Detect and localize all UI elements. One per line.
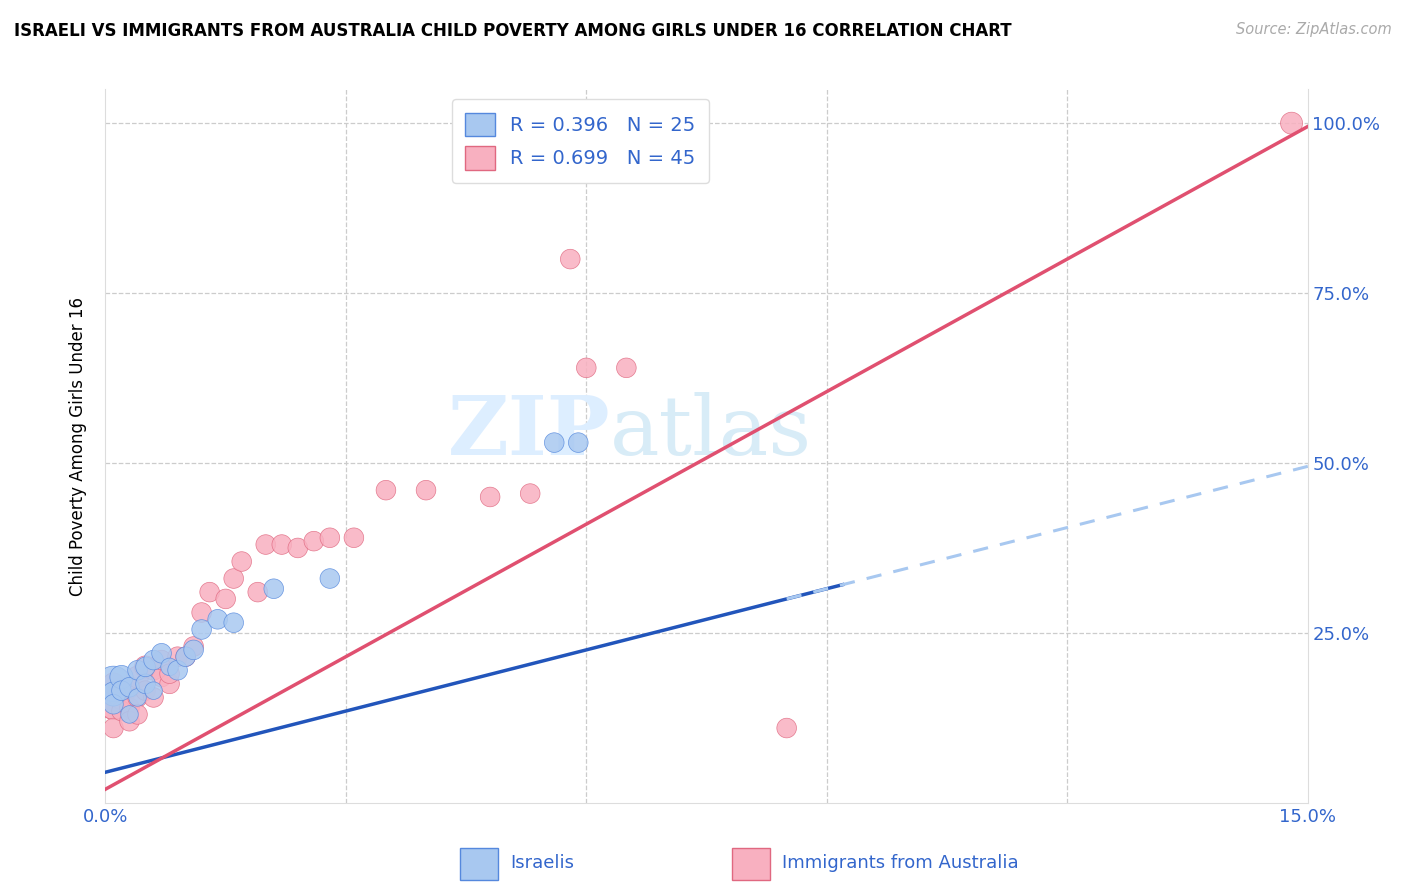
Point (207, 612, 229, 626)
Point (183, 643, 205, 657)
Text: Source: ZipAtlas.com: Source: ZipAtlas.com (1236, 22, 1392, 37)
Point (103, 677, 125, 691)
Point (1281, 116, 1303, 130)
Point (319, 531, 342, 545)
Point (575, 360, 598, 375)
Point (567, 435, 589, 450)
Text: atlas: atlas (610, 392, 813, 472)
Point (142, 683, 165, 698)
Point (319, 572, 342, 586)
Point (118, 714, 141, 729)
Point (159, 660, 181, 674)
FancyBboxPatch shape (733, 848, 770, 880)
Point (190, 623, 212, 637)
Point (159, 677, 181, 691)
Y-axis label: Child Poverty Among Girls Under 16: Child Poverty Among Girls Under 16 (69, 296, 87, 596)
Point (110, 683, 132, 698)
Point (135, 683, 157, 698)
Point (166, 649, 188, 664)
Point (174, 649, 197, 664)
Point (190, 606, 212, 620)
Point (270, 537, 292, 551)
Point (543, 435, 565, 450)
Point (231, 555, 253, 569)
Text: ZIP: ZIP (447, 392, 610, 472)
Point (254, 537, 277, 551)
Point (479, 490, 502, 504)
Point (127, 690, 149, 705)
Point (127, 663, 149, 677)
Point (560, 252, 582, 266)
Point (183, 640, 205, 654)
Point (222, 615, 245, 630)
Point (214, 591, 236, 606)
Point (127, 690, 149, 705)
Point (110, 670, 132, 684)
Point (150, 653, 173, 667)
Point (616, 360, 638, 375)
Point (118, 680, 141, 694)
Point (110, 683, 132, 698)
Point (519, 486, 541, 500)
Point (302, 534, 325, 549)
Point (222, 572, 245, 586)
Point (118, 700, 141, 714)
Point (246, 585, 269, 599)
Point (127, 670, 149, 684)
Point (343, 531, 366, 545)
FancyBboxPatch shape (460, 848, 498, 880)
Point (135, 660, 157, 674)
Legend: R = 0.396   N = 25, R = 0.699   N = 45: R = 0.396 N = 25, R = 0.699 N = 45 (451, 99, 709, 184)
Point (142, 663, 165, 677)
Point (135, 677, 157, 691)
Point (103, 694, 125, 708)
Point (103, 687, 125, 701)
Point (263, 582, 285, 596)
Point (118, 707, 141, 722)
Point (150, 670, 173, 684)
Point (166, 663, 188, 677)
Point (415, 483, 437, 498)
Point (174, 649, 197, 664)
Point (159, 666, 181, 681)
Point (110, 690, 132, 705)
Point (142, 653, 165, 667)
Text: Israelis: Israelis (510, 854, 575, 872)
Point (103, 677, 125, 691)
Point (150, 646, 173, 660)
Point (776, 721, 799, 735)
Text: ISRAELI VS IMMIGRANTS FROM AUSTRALIA CHILD POVERTY AMONG GIRLS UNDER 16 CORRELAT: ISRAELI VS IMMIGRANTS FROM AUSTRALIA CHI… (14, 22, 1012, 40)
Point (103, 700, 125, 714)
Text: Immigrants from Australia: Immigrants from Australia (783, 854, 1019, 872)
Point (118, 680, 141, 694)
Point (103, 721, 125, 735)
Point (287, 541, 309, 555)
Point (103, 698, 125, 712)
Point (374, 483, 398, 498)
Point (127, 707, 149, 722)
Point (142, 690, 165, 705)
Point (198, 585, 221, 599)
Point (110, 704, 132, 718)
Point (135, 660, 157, 674)
